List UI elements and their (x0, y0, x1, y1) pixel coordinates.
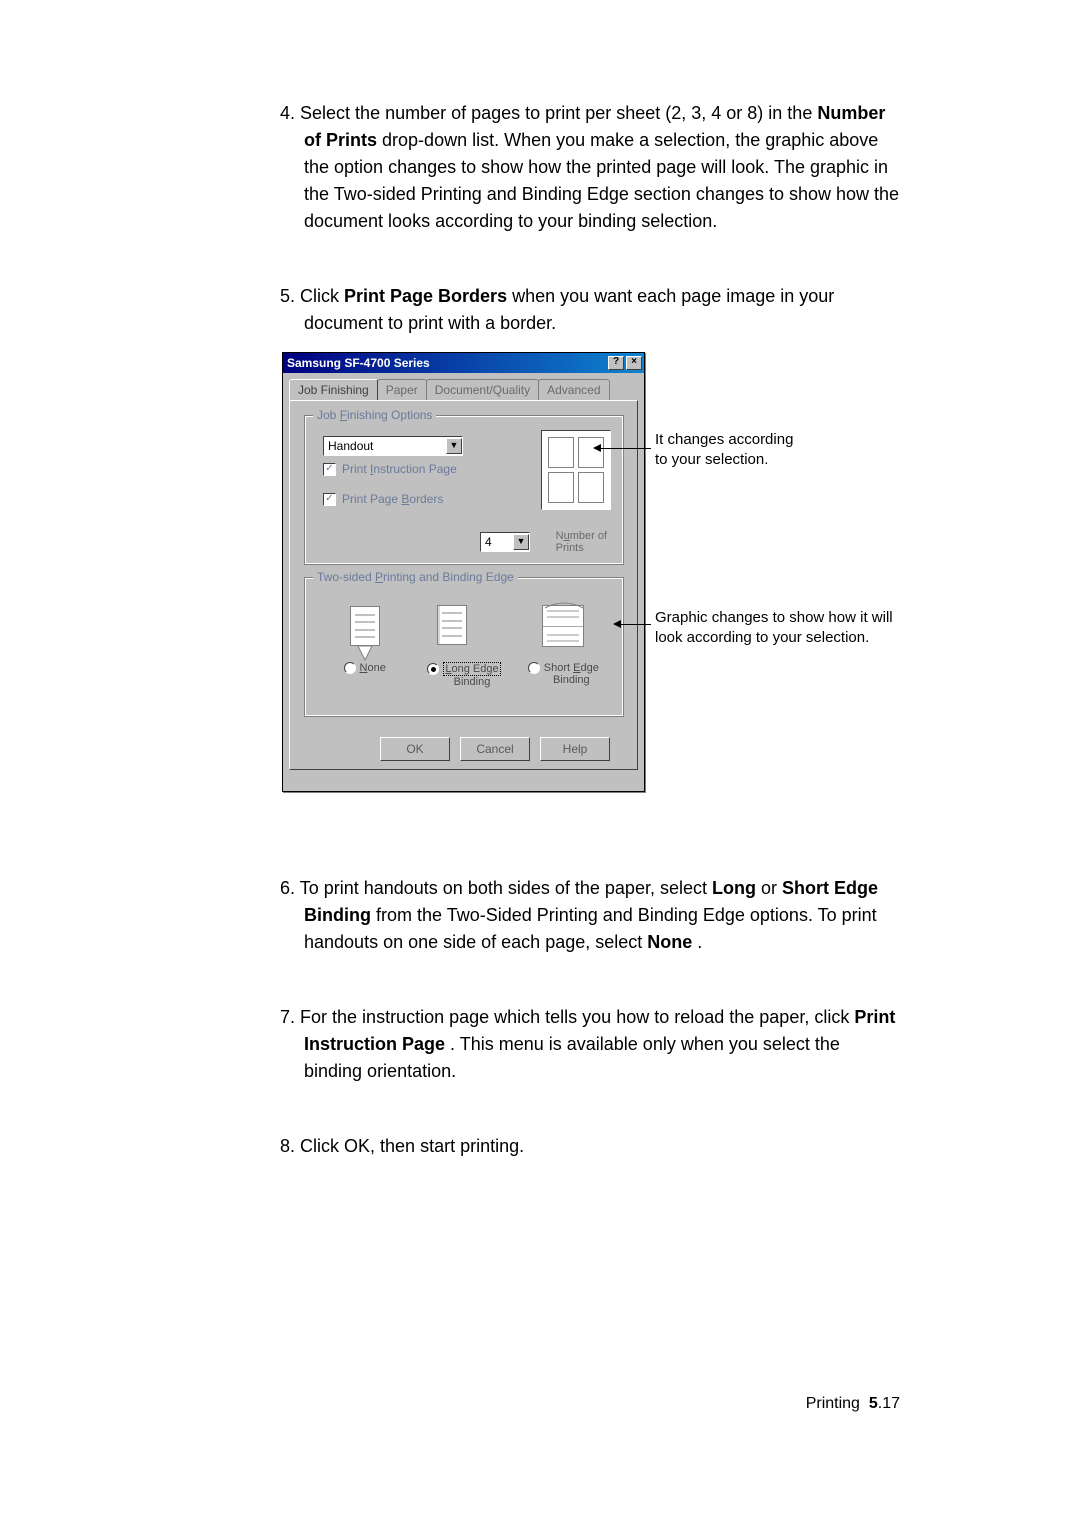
preview-4up-graphic (541, 430, 611, 510)
binding-long-graphic (419, 596, 509, 656)
dialog-title: Samsung SF-4700 Series (287, 356, 430, 370)
callout-binding-graphic: Graphic changes to show how it will look… (655, 608, 945, 649)
group1-title: Job Finishing Options (313, 408, 436, 422)
radio-none[interactable]: None (320, 662, 410, 674)
number-of-prints-label: Number of Prints (556, 530, 607, 554)
tab-body: Job Finishing Options Handout ▼ ✓ Print … (289, 400, 638, 770)
step-8-num: 8. (280, 1136, 295, 1156)
printer-properties-dialog: Samsung SF-4700 Series ? × Job Finishing… (282, 352, 645, 792)
step-7-num: 7. (280, 1007, 295, 1027)
radio-icon (427, 663, 439, 675)
flip-top-icon (543, 600, 585, 610)
handout-combo[interactable]: Handout ▼ (323, 436, 463, 456)
binding-none-col: None (320, 596, 410, 688)
binding-options-row: None Long Edge Binding (315, 596, 613, 688)
step-4-num: 4. (280, 103, 295, 123)
num-combo-value: 4 (485, 535, 492, 549)
callout2-line-a: Graphic changes to show how it will (655, 609, 893, 626)
number-of-prints-combo[interactable]: 4 ▼ (480, 532, 530, 552)
chevron-down-icon: ▼ (446, 438, 462, 454)
checkbox-icon: ✓ (323, 493, 336, 506)
binding-long-col: Long Edge Binding (419, 596, 509, 688)
group-job-finishing-options: Job Finishing Options Handout ▼ ✓ Print … (304, 415, 624, 565)
tab-document-quality[interactable]: Document/Quality (426, 379, 539, 400)
cancel-button[interactable]: Cancel (460, 737, 530, 761)
step-4-text-b: drop-down list. When you make a selectio… (304, 130, 899, 231)
handout-combo-value: Handout (328, 439, 373, 453)
chevron-down-icon: ▼ (513, 534, 529, 550)
arrow-down-icon (356, 644, 374, 662)
tabs: Job Finishing Paper Document/Quality Adv… (289, 379, 638, 400)
print-page-borders-row[interactable]: ✓ Print Page Borders (323, 492, 443, 506)
footer-page: .17 (878, 1395, 900, 1412)
step-5-bold: Print Page Borders (344, 286, 507, 306)
step-8: 8. Click OK, then start printing. (280, 1133, 900, 1160)
footer-chapter: 5 (869, 1395, 878, 1412)
callout2-line-b: look according to your selection. (655, 629, 869, 646)
help-title-button[interactable]: ? (608, 356, 624, 370)
group2-title: Two-sided Printing and Binding Edge (313, 570, 518, 584)
radio-icon (344, 662, 356, 674)
step-7: 7. For the instruction page which tells … (280, 1004, 900, 1085)
radio-short-edge[interactable]: Short Edge (518, 662, 608, 674)
group-two-sided-binding: Two-sided Printing and Binding Edge None (304, 577, 624, 717)
radio-long-edge[interactable]: Long Edge (419, 662, 509, 676)
checkbox-icon: ✓ (323, 463, 336, 476)
tab-paper[interactable]: Paper (377, 379, 427, 400)
step-8-text: Click OK, then start printing. (300, 1136, 524, 1156)
step-6-num: 6. (280, 878, 295, 898)
footer-label: Printing (806, 1395, 860, 1412)
step-5-num: 5. (280, 286, 295, 306)
step-6-mid2: from the Two-Sided Printing and Binding … (304, 905, 877, 952)
step-6-bold1: Long (712, 878, 756, 898)
step-6-mid1: or (761, 878, 782, 898)
tab-job-finishing[interactable]: Job Finishing (289, 379, 378, 400)
step-6: 6. To print handouts on both sides of th… (280, 875, 900, 956)
step-6-tail: . (697, 932, 702, 952)
step-4: 4. Select the number of pages to print p… (280, 100, 900, 235)
title-bar: Samsung SF-4700 Series ? × (283, 353, 644, 373)
step-6-bold3: None (647, 932, 692, 952)
radio-long-edge-sub: Binding (419, 676, 509, 688)
step-4-text-a: Select the number of pages to print per … (300, 103, 817, 123)
callout1-line-a: It changes according (655, 431, 793, 448)
tab-advanced[interactable]: Advanced (538, 379, 609, 400)
step-5-text-a: Click (300, 286, 344, 306)
callout-preview-changes: It changes according to your selection. (655, 430, 895, 471)
radio-short-edge-sub: Binding (518, 674, 608, 686)
help-button[interactable]: Help (540, 737, 610, 761)
binding-short-col: Short Edge Binding (518, 596, 608, 688)
ok-button[interactable]: OK (380, 737, 450, 761)
step-6-text-a: To print handouts on both sides of the p… (300, 878, 712, 898)
page-footer: Printing 5.17 (806, 1395, 900, 1413)
step-7-text-a: For the instruction page which tells you… (300, 1007, 854, 1027)
binding-none-graphic (320, 596, 410, 656)
radio-icon (528, 662, 540, 674)
cb1-label: Print Instruction Page (342, 462, 457, 476)
binding-short-graphic (518, 596, 608, 656)
print-instruction-row[interactable]: ✓ Print Instruction Page (323, 462, 457, 476)
step-5: 5. Click Print Page Borders when you wan… (280, 283, 900, 337)
cb2-label: Print Page Borders (342, 492, 443, 506)
callout1-line-b: to your selection. (655, 451, 768, 468)
close-title-button[interactable]: × (626, 356, 642, 370)
